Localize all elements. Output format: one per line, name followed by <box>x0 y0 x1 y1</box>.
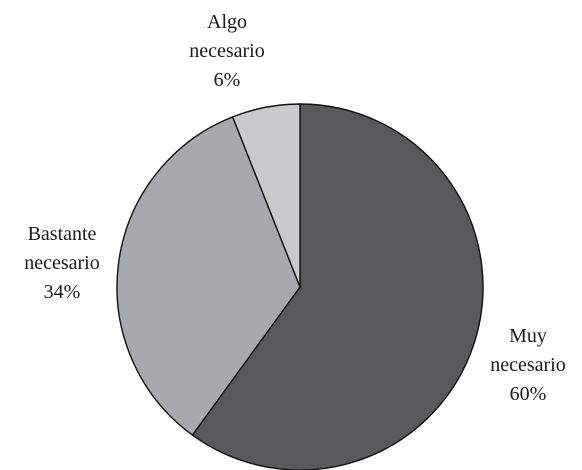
slice-label-algo-necesario: Algo necesario 6% <box>189 11 265 91</box>
slice-name-label: Bastante <box>28 223 97 245</box>
slice-percent-label: 34% <box>44 281 81 303</box>
pie-slices <box>116 103 484 470</box>
slice-percent-label: 60% <box>510 383 547 405</box>
slice-name-label: Algo <box>207 11 247 33</box>
slice-name-label: necesario <box>24 252 100 274</box>
pie-slice-bastante-necesario <box>116 115 301 437</box>
slice-name-label: necesario <box>189 40 265 62</box>
pie-slice-algo-necesario <box>231 103 301 288</box>
slice-name-label: necesario <box>490 354 566 376</box>
pie-labels: Muy necesario 60% Bastante necesario 34% Algo n… <box>24 11 566 405</box>
slice-label-muy-necesario: Muy necesario 60% <box>490 325 566 405</box>
slice-name-label: Muy <box>509 325 547 347</box>
pie-slice-muy-necesario <box>191 103 484 470</box>
slice-percent-label: 6% <box>214 69 241 91</box>
slice-label-bastante-necesario: Bastante necesario 34% <box>24 223 100 303</box>
